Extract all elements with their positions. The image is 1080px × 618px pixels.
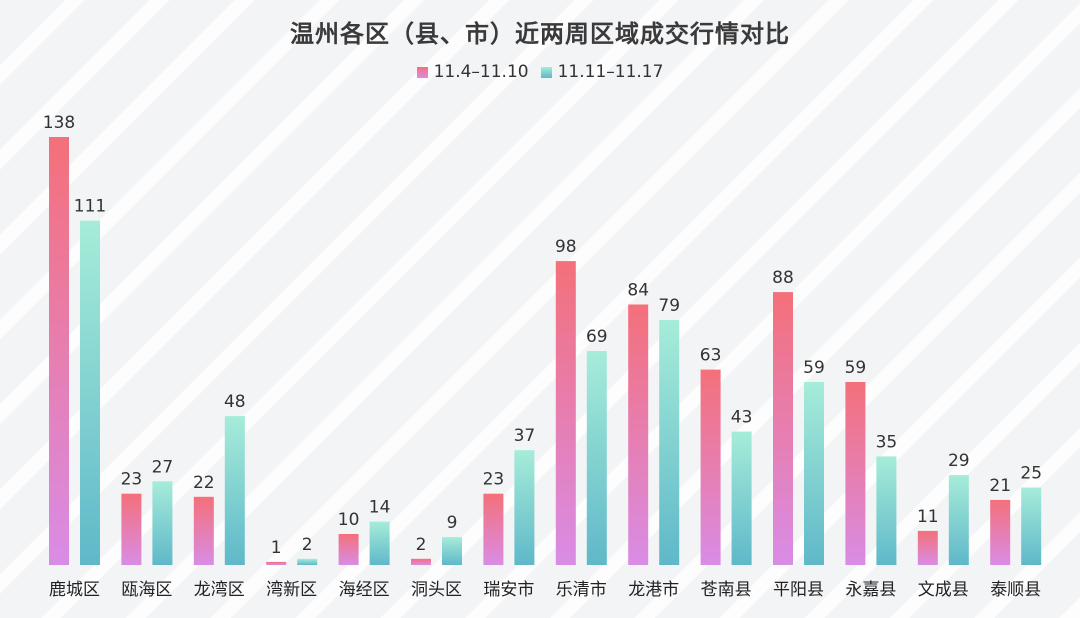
category-label-7: 乐清市 (556, 580, 607, 600)
category-label-11: 永嘉县 (845, 580, 896, 600)
value-label-2-0: 111 (74, 197, 106, 217)
bar-1-0[interactable] (49, 137, 69, 565)
value-label-2-13: 25 (1020, 464, 1042, 484)
value-label-2-4: 14 (369, 498, 391, 518)
legend-label-series-2: 11.11–11.17 (557, 62, 664, 82)
legend-swatch-series-2 (540, 66, 552, 78)
legend-item-series-1[interactable]: 11.4–11.10 (416, 62, 529, 82)
value-label-2-6: 37 (514, 426, 536, 446)
category-label-13: 泰顺县 (990, 580, 1041, 600)
value-label-1-11: 59 (845, 358, 867, 378)
bar-2-11[interactable] (876, 456, 897, 565)
category-label-6: 瑞安市 (483, 580, 534, 600)
bar-2-0[interactable] (80, 220, 100, 565)
chart-title: 温州各区（县、市）近两周区域成交行情对比 (290, 20, 790, 48)
bar-2-12[interactable] (948, 475, 969, 565)
bar-1-1[interactable] (121, 493, 142, 565)
bar-1-6[interactable] (483, 493, 504, 565)
category-label-3: 湾新区 (266, 580, 317, 600)
legend-label-series-1: 11.4–11.10 (433, 62, 529, 82)
bar-2-9[interactable] (731, 431, 752, 565)
bar-1-9[interactable] (700, 369, 721, 565)
value-label-1-0: 138 (43, 113, 75, 133)
legend-item-series-2[interactable]: 11.11–11.17 (540, 62, 664, 82)
bar-2-4[interactable] (369, 521, 390, 565)
value-label-2-9: 43 (731, 408, 753, 428)
legend: 11.4–11.10 11.11–11.17 (0, 62, 1080, 82)
category-label-9: 苍南县 (701, 580, 752, 600)
category-label-5: 洞头区 (411, 580, 462, 600)
bar-1-13[interactable] (990, 499, 1011, 565)
bars-layer (49, 137, 1042, 566)
category-label-2: 龙湾区 (194, 580, 245, 600)
value-label-2-5: 9 (447, 513, 458, 533)
value-label-2-8: 79 (658, 296, 680, 316)
value-label-2-3: 2 (302, 535, 313, 555)
bar-2-8[interactable] (659, 320, 680, 565)
bar-2-5[interactable] (442, 537, 462, 565)
value-label-2-12: 29 (948, 451, 970, 471)
value-label-2-1: 27 (152, 457, 174, 477)
value-label-1-1: 23 (121, 470, 143, 490)
value-label-1-10: 88 (772, 268, 794, 288)
category-label-12: 文成县 (918, 580, 969, 600)
value-label-1-6: 23 (483, 470, 505, 490)
value-label-1-13: 21 (989, 476, 1011, 496)
value-label-1-7: 98 (555, 237, 577, 257)
value-label-2-7: 69 (586, 327, 608, 347)
value-label-2-10: 59 (803, 358, 825, 378)
category-labels-layer: 鹿城区 瓯海区 龙湾区 湾新区 海经区 洞头区 瑞安市 乐清市 龙港市 苍南县 平阳县 永嘉县 文成县 泰… (49, 580, 1041, 600)
bar-2-6[interactable] (514, 450, 535, 565)
bar-2-13[interactable] (1021, 487, 1042, 566)
value-label-1-12: 11 (917, 507, 939, 527)
bar-2-2[interactable] (224, 416, 245, 565)
value-label-1-8: 84 (627, 281, 649, 301)
value-label-1-9: 63 (700, 346, 722, 366)
bar-1-8[interactable] (628, 304, 649, 566)
bar-2-1[interactable] (152, 481, 173, 565)
bar-2-3[interactable] (297, 558, 318, 565)
value-label-2-11: 35 (876, 432, 898, 452)
value-label-1-4: 10 (338, 510, 360, 530)
category-label-1: 瓯海区 (121, 580, 172, 600)
category-label-10: 平阳县 (773, 580, 824, 600)
category-label-0: 鹿城区 (49, 580, 100, 600)
value-label-1-3: 1 (271, 538, 282, 558)
category-label-8: 龙港市 (628, 580, 679, 600)
category-label-4: 海经区 (339, 580, 390, 600)
bar-1-12[interactable] (917, 530, 938, 565)
bar-2-10[interactable] (804, 382, 824, 565)
value-label-2-2: 48 (224, 392, 246, 412)
value-label-1-5: 2 (416, 535, 427, 555)
bar-1-10[interactable] (773, 292, 793, 565)
bar-2-7[interactable] (586, 351, 607, 565)
bar-1-7[interactable] (555, 261, 576, 565)
value-label-1-2: 22 (193, 473, 215, 493)
legend-swatch-series-1 (416, 66, 428, 78)
bar-1-3[interactable] (266, 561, 287, 565)
bar-1-11[interactable] (845, 382, 866, 565)
bar-1-2[interactable] (193, 496, 214, 565)
bar-1-5[interactable] (411, 558, 431, 565)
bar-1-4[interactable] (338, 534, 359, 565)
